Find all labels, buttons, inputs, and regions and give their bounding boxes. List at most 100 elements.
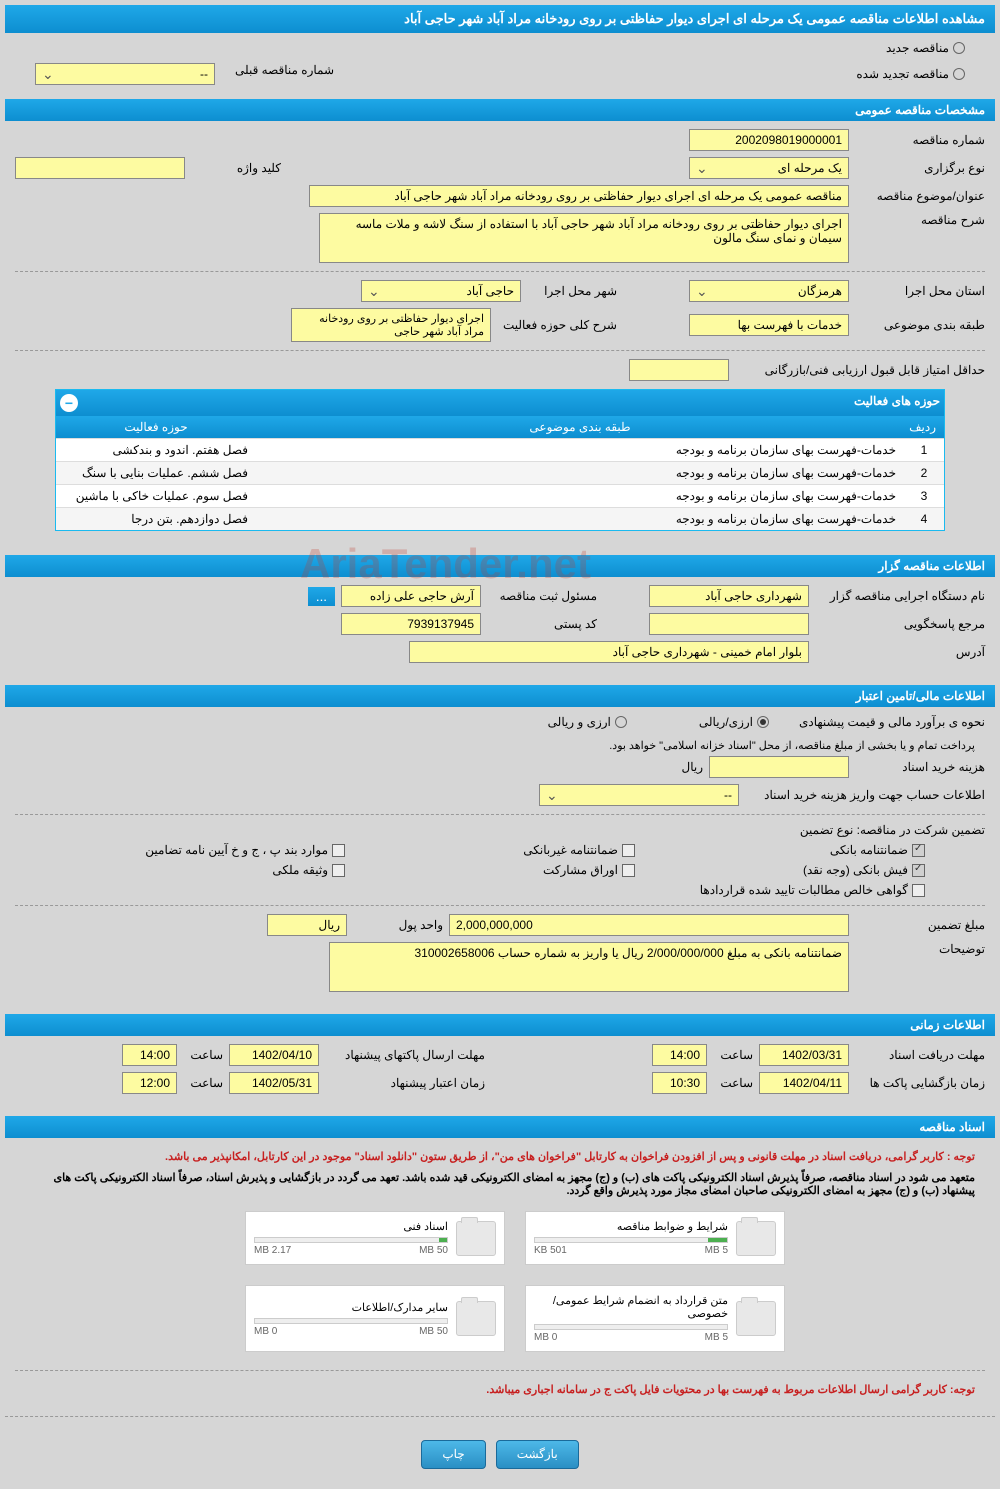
radio-new-label: مناقصه جدید — [886, 41, 949, 55]
folder-icon — [456, 1301, 496, 1336]
doc-card[interactable]: اسناد فنی50 MB2.17 MB — [245, 1211, 505, 1265]
doc-card[interactable]: سایر مدارک/اطلاعات50 MB0 MB — [245, 1285, 505, 1352]
scope-label: شرح کلی حوزه فعالیت — [497, 318, 617, 332]
section-holder: اطلاعات مناقصه گزار — [5, 555, 995, 577]
radio-new-tender[interactable]: مناقصه جدید — [886, 41, 965, 55]
prev-tender-label: شماره مناقصه قبلی — [235, 63, 334, 85]
open-date[interactable]: 1402/04/11 — [759, 1072, 849, 1094]
section-general: مشخصات مناقصه عمومی — [5, 99, 995, 121]
cb-bonds[interactable]: اوراق مشارکت — [365, 863, 635, 877]
notes-label: توضیحات — [855, 942, 985, 956]
doc-card[interactable]: شرایط و ضوابط مناقصه5 MB501 KB — [525, 1211, 785, 1265]
th-row: ردیف — [904, 416, 944, 438]
province-select[interactable]: هرمزگان — [689, 280, 849, 302]
time-label-4: ساعت — [183, 1076, 223, 1090]
back-button[interactable]: بازگشت — [496, 1440, 579, 1469]
resp-label: مسئول ثبت مناقصه — [487, 589, 597, 603]
amount-field[interactable]: 2,000,000,000 — [449, 914, 849, 936]
cb-nonbank[interactable]: ضمانتنامه غیربانکی — [365, 843, 635, 857]
th-cat: طبقه بندی موضوعی — [256, 416, 904, 438]
estimate-label: نحوه ی برآورد مالی و قیمت پیشنهادی — [775, 715, 985, 729]
send-date[interactable]: 1402/04/10 — [229, 1044, 319, 1066]
classification-field[interactable]: خدمات با فهرست بها — [689, 314, 849, 336]
radio-arzi-o-riali[interactable]: ارزی و ریالی — [548, 715, 627, 729]
address-label: آدرس — [815, 645, 985, 659]
notes-field[interactable]: ضمانتنامه بانکی به مبلغ 2/000/000/000 ری… — [329, 942, 849, 992]
account-select[interactable]: -- — [539, 784, 739, 806]
print-button[interactable]: چاپ — [421, 1440, 485, 1469]
scope-field[interactable]: اجرای دیوار حفاظتی بر روی رودخانه مراد آ… — [291, 308, 491, 342]
subject-field[interactable]: مناقصه عمومی یک مرحله ای اجرای دیوار حفا… — [309, 185, 849, 207]
cb-bank-guarantee[interactable]: ضمانتنامه بانکی — [655, 843, 925, 857]
doc-bottom-note: توجه: کاربر گرامی ارسال اطلاعات مربوط به… — [15, 1379, 985, 1400]
classification-label: طبقه بندی موضوعی — [855, 318, 985, 332]
account-label: اطلاعات حساب جهت واریز هزینه خرید اسناد — [745, 788, 985, 802]
doc-note2: متعهد می شود در اسناد مناقصه، صرفاً پذیر… — [15, 1167, 985, 1201]
doc-card[interactable]: متن قرارداد به انضمام شرایط عمومی/خصوصی5… — [525, 1285, 785, 1352]
payment-note: پرداخت تمام و یا بخشی از مبلغ مناقصه، از… — [15, 735, 985, 756]
amount-label: مبلغ تضمین — [855, 918, 985, 932]
receive-date[interactable]: 1402/03/31 — [759, 1044, 849, 1066]
address-field[interactable]: بلوار امام خمینی - شهرداری حاجی آباد — [409, 641, 809, 663]
org-field: شهرداری حاجی آباد — [649, 585, 809, 607]
table-title: حوزه های فعالیت — [854, 394, 940, 412]
min-score-label: حداقل امتیاز قابل قبول ارزیابی فنی/بازرگ… — [735, 363, 985, 377]
page-title: مشاهده اطلاعات مناقصه عمومی یک مرحله ای … — [5, 5, 995, 33]
receive-label: مهلت دریافت اسناد — [855, 1048, 985, 1062]
city-label: شهر محل اجرا — [527, 284, 617, 298]
keyword-label: کلید واژه — [191, 161, 281, 175]
subject-label: عنوان/موضوع مناقصه — [855, 189, 985, 203]
contact-field[interactable] — [649, 613, 809, 635]
radio-renewed-tender[interactable]: مناقصه تجدید شده — [856, 63, 965, 85]
tender-no-field: 2002098019000001 — [689, 129, 849, 151]
keyword-field[interactable] — [15, 157, 185, 179]
resp-lookup-button[interactable]: ... — [308, 587, 335, 606]
doc-cost-field[interactable] — [709, 756, 849, 778]
folder-icon — [456, 1221, 496, 1256]
contact-label: مرجع پاسخگویی — [815, 617, 985, 631]
prev-tender-select[interactable]: -- — [35, 63, 215, 85]
postal-field[interactable]: 7939137945 — [341, 613, 481, 635]
guarantee-intro: تضمین شرکت در مناقصه: نوع تضمین — [800, 823, 985, 837]
doc-title: شرایط و ضوابط مناقصه — [534, 1220, 728, 1233]
table-row: 1خدمات-فهرست بهای سازمان برنامه و بودجهف… — [56, 438, 944, 461]
valid-time[interactable]: 12:00 — [122, 1072, 177, 1094]
doc-title: متن قرارداد به انضمام شرایط عمومی/خصوصی — [534, 1294, 728, 1320]
postal-label: کد پستی — [487, 617, 597, 631]
time-label-2: ساعت — [713, 1076, 753, 1090]
activities-table: حوزه های فعالیت − ردیف طبقه بندی موضوعی … — [55, 389, 945, 531]
resp-field: آرش حاجی علی زاده — [341, 585, 481, 607]
section-financial: اطلاعات مالی/تامین اعتبار — [5, 685, 995, 707]
type-select[interactable]: یک مرحله ای — [689, 157, 849, 179]
receive-time[interactable]: 14:00 — [652, 1044, 707, 1066]
time-label-1: ساعت — [713, 1048, 753, 1062]
table-row: 4خدمات-فهرست بهای سازمان برنامه و بودجهف… — [56, 507, 944, 530]
folder-icon — [736, 1221, 776, 1256]
doc-note1: توجه : کاربر گرامی، دریافت اسناد در مهلت… — [15, 1146, 985, 1167]
table-row: 3خدمات-فهرست بهای سازمان برنامه و بودجهف… — [56, 484, 944, 507]
table-row: 2خدمات-فهرست بهای سازمان برنامه و بودجهف… — [56, 461, 944, 484]
radio-arzi-riali[interactable]: ارزی/ریالی — [699, 715, 769, 729]
desc-field[interactable]: اجرای دیوار حفاظتی بر روی رودخانه مراد آ… — [319, 213, 849, 263]
org-label: نام دستگاه اجرایی مناقصه گزار — [815, 589, 985, 603]
valid-date[interactable]: 1402/05/31 — [229, 1072, 319, 1094]
city-select[interactable]: حاجی آباد — [361, 280, 521, 302]
cb-property[interactable]: وثیقه ملکی — [75, 863, 345, 877]
desc-label: شرح مناقصه — [855, 213, 985, 227]
send-time[interactable]: 14:00 — [122, 1044, 177, 1066]
section-timing: اطلاعات زمانی — [5, 1014, 995, 1036]
valid-label: زمان اعتبار پیشنهاد — [325, 1076, 485, 1090]
tender-no-label: شماره مناقصه — [855, 133, 985, 147]
unit-label: واحد پول — [353, 918, 443, 932]
province-label: استان محل اجرا — [855, 284, 985, 298]
min-score-field[interactable] — [629, 359, 729, 381]
time-label-3: ساعت — [183, 1048, 223, 1062]
th-act: حوزه فعالیت — [56, 416, 256, 438]
tender-type-radios: مناقصه جدید — [5, 33, 995, 63]
cb-bank-receipt[interactable]: فیش بانکی (وجه نقد) — [655, 863, 925, 877]
collapse-icon[interactable]: − — [60, 394, 78, 412]
open-time[interactable]: 10:30 — [652, 1072, 707, 1094]
cb-items[interactable]: موارد بند پ ، ج و خ آیین نامه تضامین — [75, 843, 345, 857]
doc-title: اسناد فنی — [254, 1220, 448, 1233]
cb-certificate[interactable]: گواهی خالص مطالبات تایید شده قراردادها — [655, 883, 925, 897]
